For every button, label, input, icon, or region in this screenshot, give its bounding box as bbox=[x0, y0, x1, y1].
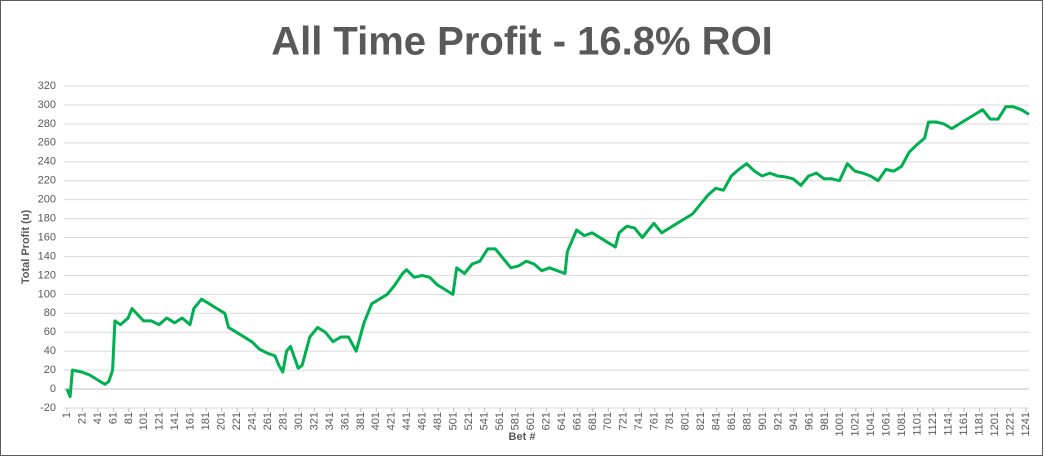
x-tick-label: 501 bbox=[448, 412, 460, 430]
y-tick-label: 240 bbox=[38, 156, 56, 168]
x-tick-label: 221 bbox=[231, 412, 243, 430]
x-tick-label: 41 bbox=[92, 412, 104, 424]
x-tick-label: 161 bbox=[185, 412, 197, 430]
x-tick-label: 1121 bbox=[927, 412, 939, 436]
x-tick-label: 1241 bbox=[1020, 412, 1032, 436]
y-tick-label: -20 bbox=[40, 402, 56, 414]
y-tick-label: 0 bbox=[50, 383, 56, 395]
x-tick-label: 401 bbox=[370, 412, 382, 430]
chart-title: All Time Profit - 16.8% ROI bbox=[271, 20, 773, 64]
x-tick-label: 521 bbox=[463, 412, 475, 430]
x-tick-label: 581 bbox=[509, 412, 521, 430]
x-tick-label: 761 bbox=[649, 412, 661, 430]
y-tick-label: 180 bbox=[38, 212, 56, 224]
x-tick-label: 441 bbox=[401, 412, 413, 430]
x-tick-label: 541 bbox=[478, 412, 490, 430]
x-tick-label: 81 bbox=[123, 412, 135, 424]
x-tick-label: 781 bbox=[664, 412, 676, 430]
y-tick-label: 280 bbox=[38, 118, 56, 130]
y-tick-label: 80 bbox=[44, 307, 56, 319]
x-tick-label: 841 bbox=[710, 412, 722, 430]
y-tick-label: 140 bbox=[38, 250, 56, 262]
y-tick-label: 220 bbox=[38, 175, 56, 187]
x-tick-label: 261 bbox=[262, 412, 274, 430]
x-tick-label: 381 bbox=[355, 412, 367, 430]
x-tick-label: 1 bbox=[61, 412, 73, 418]
x-tick-label: 1181 bbox=[973, 412, 985, 436]
y-tick-label: 200 bbox=[38, 194, 56, 206]
x-tick-label: 1101 bbox=[912, 412, 924, 436]
x-tick-label: 461 bbox=[417, 412, 429, 430]
x-tick-label: 881 bbox=[741, 412, 753, 430]
x-tick-label: 601 bbox=[525, 412, 537, 430]
x-tick-label: 301 bbox=[293, 412, 305, 430]
x-tick-label: 801 bbox=[680, 412, 692, 430]
x-tick-label: 341 bbox=[324, 412, 336, 430]
x-tick-label: 1041 bbox=[865, 412, 877, 436]
x-tick-label: 1081 bbox=[896, 412, 908, 436]
x-tick-label: 201 bbox=[216, 412, 228, 430]
x-tick-label: 61 bbox=[107, 412, 119, 424]
y-tick-label: 320 bbox=[38, 80, 56, 92]
x-tick-label: 141 bbox=[169, 412, 181, 430]
x-tick-label: 281 bbox=[277, 412, 289, 430]
x-tick-label: 861 bbox=[726, 412, 738, 430]
x-tick-label: 821 bbox=[695, 412, 707, 430]
x-tick-label: 361 bbox=[339, 412, 351, 430]
x-tick-label: 121 bbox=[154, 412, 166, 430]
y-tick-label: 60 bbox=[44, 326, 56, 338]
x-tick-label: 241 bbox=[247, 412, 259, 430]
x-tick-label: 741 bbox=[633, 412, 645, 430]
x-tick-label: 981 bbox=[819, 412, 831, 430]
x-tick-label: 1001 bbox=[834, 412, 846, 436]
y-axis-label: Total Profit (u) bbox=[20, 209, 32, 284]
x-tick-label: 321 bbox=[308, 412, 320, 430]
x-tick-label: 421 bbox=[386, 412, 398, 430]
x-tick-label: 1021 bbox=[850, 412, 862, 436]
y-tick-label: 20 bbox=[44, 364, 56, 376]
x-tick-label: 181 bbox=[200, 412, 212, 430]
x-tick-label: 661 bbox=[571, 412, 583, 430]
x-tick-label: 1061 bbox=[881, 412, 893, 436]
x-tick-label: 1141 bbox=[942, 412, 954, 436]
data-line bbox=[65, 105, 1030, 399]
x-tick-label: 961 bbox=[803, 412, 815, 430]
x-tick-label: 921 bbox=[772, 412, 784, 430]
y-tick-label: 300 bbox=[38, 99, 56, 111]
y-tick-label: 160 bbox=[38, 231, 56, 243]
y-tick-label: 120 bbox=[38, 269, 56, 281]
y-tick-label: 40 bbox=[44, 345, 56, 357]
x-tick-label: 621 bbox=[540, 412, 552, 430]
x-tick-label: 1161 bbox=[958, 412, 970, 436]
x-tick-label: 21 bbox=[76, 412, 88, 424]
y-tick-label: 260 bbox=[38, 137, 56, 149]
x-tick-label: 901 bbox=[757, 412, 769, 430]
x-tick-label: 641 bbox=[556, 412, 568, 430]
x-axis-label: Bet # bbox=[509, 431, 536, 443]
y-tick-label: 100 bbox=[38, 288, 56, 300]
x-tick-label: 681 bbox=[587, 412, 599, 430]
x-tick-label: 481 bbox=[432, 412, 444, 430]
x-tick-label: 701 bbox=[602, 412, 614, 430]
x-tick-label: 941 bbox=[788, 412, 800, 430]
x-tick-label: 101 bbox=[138, 412, 150, 430]
x-tick-label: 1201 bbox=[989, 412, 1001, 436]
x-tick-label: 721 bbox=[618, 412, 630, 430]
x-tick-label: 1221 bbox=[1004, 412, 1016, 436]
x-tick-label: 561 bbox=[494, 412, 506, 430]
